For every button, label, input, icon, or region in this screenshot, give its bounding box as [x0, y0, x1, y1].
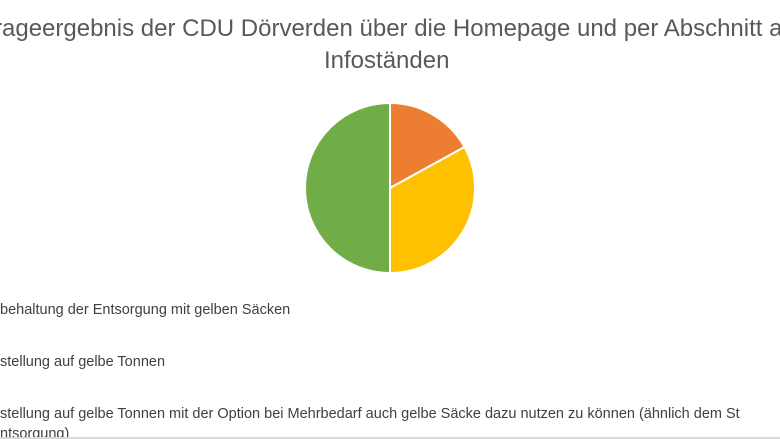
- legend-entry-2: stellung auf gelbe Tonnen mit der Option…: [0, 406, 740, 422]
- pie-slice-1: [389, 146, 476, 274]
- pie-chart: [304, 102, 476, 274]
- pie-slice-0: [389, 102, 466, 189]
- legend-entry-2-continuation: ntsorgung): [0, 426, 70, 439]
- legend-entry-0: behaltung der Entsorgung mit gelben Säck…: [0, 302, 291, 318]
- legend-entry-1: stellung auf gelbe Tonnen: [0, 354, 166, 370]
- bottom-divider: [0, 437, 780, 439]
- chart-title-line-1: rageergebnis der CDU Dörverden über die …: [0, 15, 780, 42]
- pie-slice-2: [304, 102, 391, 274]
- chart-title-line-2: Infoständen: [324, 47, 450, 74]
